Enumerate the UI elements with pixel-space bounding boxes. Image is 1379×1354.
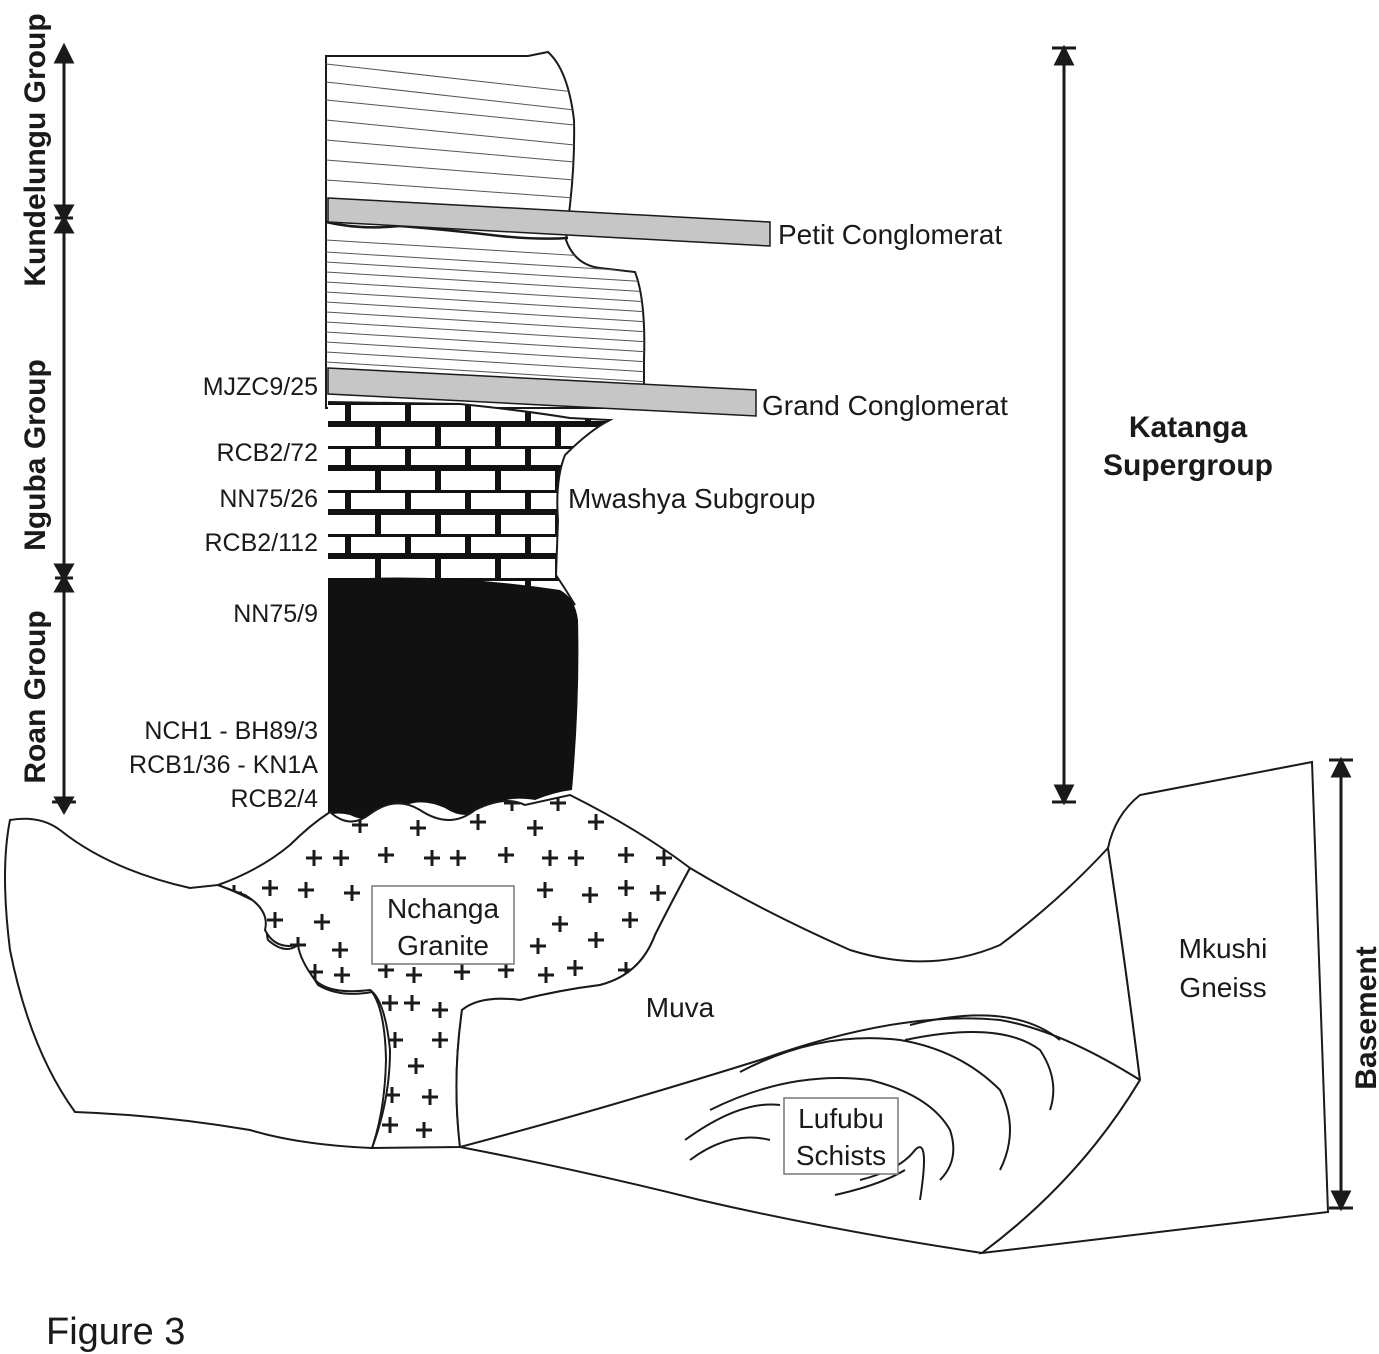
granite-cross-mark [334, 967, 350, 983]
sample-label: RCB1/36 - KN1A [129, 751, 318, 779]
petit-conglomerat-label: Petit Conglomerat [778, 219, 1002, 250]
basement-label: Basement [1350, 946, 1379, 1089]
petit-conglomerat-bar [327, 197, 771, 247]
sample-label: NN75/9 [233, 600, 318, 628]
granite-cross-mark [498, 847, 514, 863]
granite-cross-mark [432, 1032, 448, 1048]
granite-cross-mark [656, 850, 672, 866]
granite-cross-mark [567, 960, 583, 976]
mkushi-label: Mkushi [1179, 933, 1268, 964]
granite-cross-mark [622, 912, 638, 928]
granite-cross-mark [450, 850, 466, 866]
granite-cross-mark [432, 1002, 448, 1018]
granite-cross-mark [582, 887, 598, 903]
granite-cross-mark [410, 820, 426, 836]
granite-cross-mark [262, 880, 278, 896]
granite-cross-mark [470, 814, 486, 830]
sample-label: MJZC9/25 [203, 373, 318, 401]
granite-cross-mark [618, 847, 634, 863]
figure-caption: Figure 3 [46, 1311, 185, 1353]
lufubu-schists-box [783, 1097, 899, 1175]
granite-cross-mark [404, 995, 420, 1011]
granite-cross-mark [568, 850, 584, 866]
granite-cross-mark [618, 880, 634, 896]
granite-cross-mark [344, 885, 360, 901]
sample-label: RCB2/112 [205, 529, 319, 557]
sample-label: NN75/26 [219, 485, 318, 513]
granite-cross-mark [530, 938, 546, 954]
muva-region [455, 845, 1142, 1255]
granite-cross-mark [650, 885, 666, 901]
sample-label: NCH1 - BH89/3 [144, 717, 318, 745]
grand-conglomerat-label: Grand Conglomerat [762, 390, 1008, 421]
sample-label: RCB2/4 [230, 785, 318, 813]
granite-cross-mark [454, 964, 470, 980]
lufubu-schist-folds [684, 1014, 1061, 1201]
supergroup-label: Supergroup [1103, 449, 1273, 482]
mkushi-gneiss-block [978, 760, 1330, 1255]
granite-cross-mark [406, 967, 422, 983]
granite-cross-mark [378, 847, 394, 863]
granite-cross-pattern [226, 795, 672, 1138]
granite-cross-mark [332, 942, 348, 958]
roan-group-label: Roan Group [19, 610, 52, 783]
granite-cross-mark [552, 916, 568, 932]
gneiss-label: Gneiss [1179, 972, 1266, 1003]
granite-cross-mark [588, 932, 604, 948]
lufubu-label: Lufubu [798, 1103, 884, 1134]
granite-cross-mark [307, 964, 323, 980]
mwashya-subgroup-label: Mwashya Subgroup [568, 483, 815, 514]
nchanga-granite-box [371, 885, 515, 965]
grand-conglomerat-bar [327, 367, 757, 417]
granite-cross-mark [538, 967, 554, 983]
granite-cross-mark [422, 1089, 438, 1105]
granite-cross-mark [387, 1032, 403, 1048]
granite-cross-mark [537, 882, 553, 898]
granite-cross-mark [314, 914, 330, 930]
granite-cross-mark [384, 1087, 400, 1103]
granite-cross-mark [424, 850, 440, 866]
granite-cross-mark [306, 850, 322, 866]
nchanga-label: Nchanga [387, 893, 500, 924]
granite-cross-mark [333, 850, 349, 866]
granite-cross-mark [382, 995, 398, 1011]
schists-label: Schists [796, 1140, 886, 1171]
granite-cross-mark [298, 882, 314, 898]
nguba-group-label: Nguba Group [19, 359, 52, 551]
granite-cross-mark [588, 814, 604, 830]
katanga-supergroup-arrow [1052, 44, 1076, 806]
granite-cross-mark [267, 912, 283, 928]
granite-cross-mark [542, 850, 558, 866]
granite-label: Granite [397, 930, 489, 961]
granite-cross-mark [408, 1058, 424, 1074]
muva-label: Muva [646, 992, 715, 1023]
kundelungu-group-label: Kundelungu Group [19, 13, 52, 286]
nchanga-granite-body [215, 793, 692, 1150]
granite-cross-mark [550, 795, 566, 811]
granite-cross-mark [527, 820, 543, 836]
sample-label: RCB2/72 [217, 439, 318, 467]
roan-black-unit [328, 577, 579, 820]
granite-cross-mark [416, 1122, 432, 1138]
basement-arrow [1329, 756, 1353, 1212]
granite-cross-mark [382, 1117, 398, 1133]
katanga-label: Katanga [1129, 411, 1248, 444]
mwashya-carbonate-unit [327, 401, 614, 606]
group-scale-arrows [52, 42, 76, 816]
